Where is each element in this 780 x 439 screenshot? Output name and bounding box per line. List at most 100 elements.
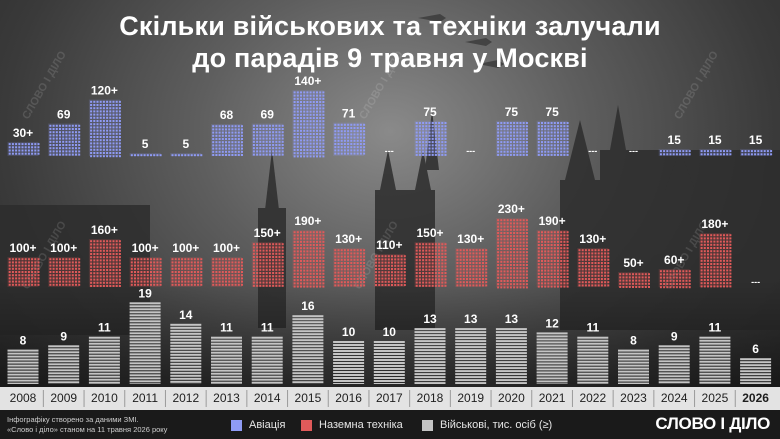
watermark: СЛОВО І ДІЛО: [357, 49, 406, 122]
x-tick-2023: 2023: [620, 391, 647, 405]
troops-bar-2012: [170, 323, 202, 384]
aviation-label-2011: 5: [142, 137, 149, 151]
troops-bar-2025: [699, 336, 731, 384]
title-line-1: Скільки військових та техніки залучали: [119, 11, 661, 41]
troops-bar-2017: [373, 341, 405, 384]
troops-bar-2008: [7, 349, 39, 384]
aviation-label-2018: 75: [423, 105, 437, 119]
ground-label-2015: 190+: [294, 214, 321, 228]
aviation-bar-2013: [211, 124, 243, 156]
aviation-bar-2020: [495, 120, 528, 156]
aviation-bar-2021: [536, 120, 569, 156]
aviation-bar-2009: [48, 123, 81, 156]
troops-label-2023: 8: [630, 334, 637, 348]
ground-bar-2016: [333, 248, 366, 287]
aviation-bar-2026: [740, 148, 773, 156]
aviation-label-2025: 15: [708, 133, 722, 147]
ground-bar-2025: [699, 233, 732, 288]
aviation-label-2012: 5: [182, 137, 189, 151]
ground-bar-2018: [414, 242, 447, 287]
troops-bar-2013: [211, 336, 242, 384]
ground-label-2016: 130+: [335, 232, 362, 246]
x-tick-2014: 2014: [254, 391, 281, 405]
troops-label-2019: 13: [464, 312, 478, 326]
credit-line-1: Інфографіку створено за даними ЗМІ.: [7, 415, 139, 424]
x-tick-2015: 2015: [295, 391, 322, 405]
aviation-label-2008: 30+: [13, 126, 33, 140]
ground-label-2010: 160+: [91, 223, 118, 237]
watermarks: СЛОВО І ДІЛО СЛОВО І ДІЛО СЛОВО І ДІЛОСЛОВ…: [20, 49, 721, 292]
ground-bar-2012: [170, 257, 203, 287]
ground-label-2011: 100+: [132, 241, 159, 255]
ground-bar-2017: [373, 254, 406, 287]
troops-label-2010: 11: [98, 321, 111, 335]
troops-bar-2024: [658, 345, 690, 384]
aviation-label-2026: 15: [749, 133, 763, 147]
ground-label-2018: 150+: [416, 226, 443, 240]
ground-bar-2015: [292, 230, 325, 288]
credit-line-2: «Слово і діло» станом на 11 травня 2026 …: [7, 425, 168, 434]
bars: [7, 90, 773, 384]
title-line-2: до парадів 9 травня у Москві: [192, 43, 588, 73]
troops-label-2008: 8: [20, 334, 27, 348]
troops-bar-2026: [740, 358, 772, 384]
ground-label-2013: 100+: [213, 241, 240, 255]
aviation-bar-2014: [251, 123, 284, 156]
legend-label-troops: Військові, тис. осіб (≥): [440, 419, 553, 431]
ground-bar-2014: [251, 242, 284, 287]
x-axis: 2008 2009 2010 2011 2012 2013 2014 2015 2016 2017…: [10, 391, 770, 405]
ground-label-2026: ---: [751, 277, 760, 287]
aviation-label-2022: ---: [588, 146, 597, 156]
brand-logo: СЛОВО І ДІЛО: [655, 414, 770, 433]
troops-bar-2021: [536, 332, 568, 384]
legend-swatch-troops: [422, 419, 433, 431]
troops-label-2014: 11: [261, 321, 274, 335]
troops-label-2011: 19: [138, 286, 152, 300]
ground-bar-2020: [495, 218, 528, 289]
x-tick-2020: 2020: [498, 391, 525, 405]
ground-bar-2019: [455, 248, 488, 287]
x-tick-2026: 2026: [742, 391, 769, 405]
ground-label-2012: 100+: [172, 241, 199, 255]
troops-bar-2022: [577, 336, 609, 384]
aviation-bar-2025: [699, 148, 732, 156]
aviation-bar-2008: [7, 141, 40, 156]
aviation-label-2020: 75: [505, 105, 519, 119]
aviation-bar-2016: [333, 122, 366, 156]
ground-bar-2021: [536, 230, 569, 288]
legend-item-ground: Наземна техніка: [301, 419, 403, 431]
x-tick-2022: 2022: [579, 391, 606, 405]
x-axis-strip: [0, 387, 780, 410]
troops-label-2025: 11: [709, 321, 722, 335]
troops-label-2021: 12: [545, 316, 559, 330]
legend-label-aviation: Авіація: [249, 419, 286, 431]
troops-label-2020: 13: [505, 312, 519, 326]
troops-bar-2023: [618, 349, 649, 384]
legend-item-troops: Військові, тис. осіб (≥): [422, 419, 552, 431]
ground-label-2020: 230+: [498, 202, 525, 216]
troops-label-2012: 14: [179, 308, 193, 322]
aviation-label-2024: 15: [668, 133, 682, 147]
aviation-bar-2018: [414, 120, 447, 156]
aviation-label-2019: ---: [466, 146, 475, 156]
x-tick-2017: 2017: [376, 391, 403, 405]
aviation-label-2021: 75: [545, 105, 559, 119]
x-tick-2016: 2016: [335, 391, 362, 405]
aviation-label-2009: 69: [57, 108, 71, 122]
troops-label-2016: 10: [342, 325, 356, 339]
x-tick-2024: 2024: [661, 391, 688, 405]
troops-label-2013: 11: [220, 321, 233, 335]
troops-bar-2011: [129, 302, 161, 384]
aviation-label-2014: 69: [261, 108, 275, 122]
ground-label-2025: 180+: [701, 217, 728, 231]
troops-bar-2020: [495, 328, 527, 384]
ground-bar-2022: [577, 248, 610, 287]
ground-label-2014: 150+: [254, 226, 281, 240]
x-tick-2018: 2018: [417, 391, 444, 405]
x-tick-2008: 2008: [10, 391, 37, 405]
troops-bar-2014: [251, 336, 283, 384]
x-tick-2019: 2019: [457, 391, 484, 405]
ground-label-2024: 60+: [664, 253, 684, 267]
aviation-label-2016: 71: [342, 107, 356, 121]
